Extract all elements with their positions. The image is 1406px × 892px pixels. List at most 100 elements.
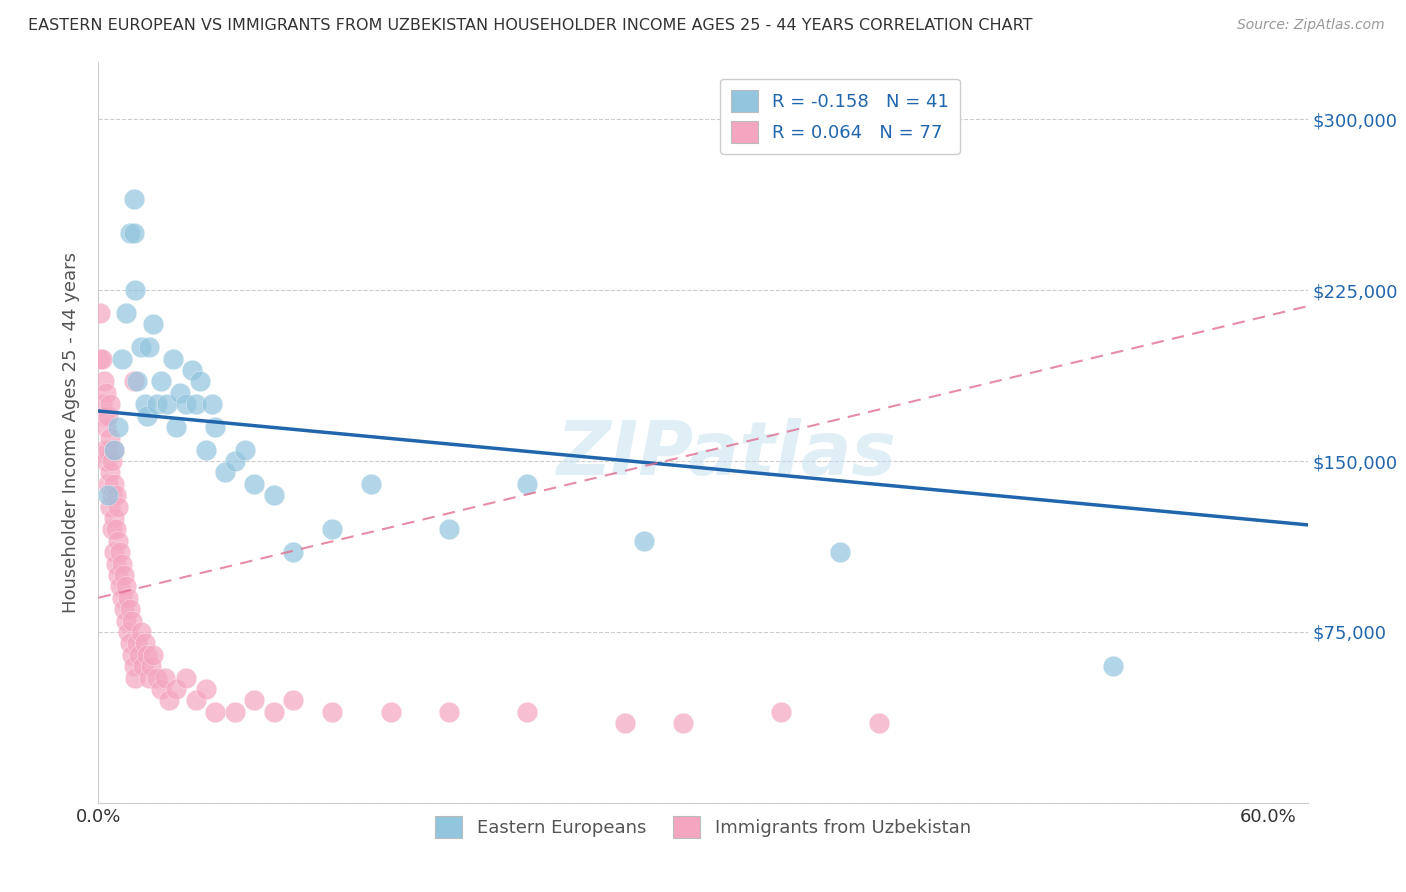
Point: [224, 705, 246, 719]
Point: [108, 579, 131, 593]
Point: [114, 579, 136, 593]
Point: [243, 476, 266, 491]
Point: [111, 351, 134, 366]
Point: [118, 636, 141, 650]
Point: [157, 693, 180, 707]
Point: [104, 557, 127, 571]
Point: [91, 397, 114, 411]
Point: [122, 227, 145, 241]
Point: [243, 693, 266, 707]
Point: [769, 705, 792, 719]
Point: [184, 693, 207, 707]
Point: [96, 385, 118, 400]
Point: [122, 375, 145, 389]
Point: [97, 476, 120, 491]
Point: [104, 488, 127, 502]
Point: [101, 523, 124, 537]
Point: [136, 409, 159, 423]
Point: [103, 442, 125, 457]
Point: [828, 545, 851, 559]
Point: [118, 602, 141, 616]
Point: [98, 500, 121, 514]
Point: [380, 705, 402, 719]
Point: [165, 681, 187, 696]
Legend: Eastern Europeans, Immigrants from Uzbekistan: Eastern Europeans, Immigrants from Uzbek…: [427, 809, 979, 846]
Point: [107, 568, 129, 582]
Point: [112, 602, 135, 616]
Text: Source: ZipAtlas.com: Source: ZipAtlas.com: [1237, 18, 1385, 32]
Point: [98, 431, 121, 445]
Point: [134, 636, 156, 650]
Point: [127, 636, 149, 650]
Point: [114, 614, 136, 628]
Point: [233, 442, 256, 457]
Y-axis label: Householder Income Ages 25 - 44 years: Householder Income Ages 25 - 44 years: [62, 252, 80, 613]
Point: [114, 306, 136, 320]
Point: [97, 488, 120, 502]
Point: [263, 488, 285, 502]
Point: [263, 705, 285, 719]
Point: [98, 397, 121, 411]
Point: [184, 397, 207, 411]
Point: [283, 693, 305, 707]
Point: [111, 591, 134, 605]
Point: [107, 420, 129, 434]
Point: [439, 705, 461, 719]
Point: [174, 397, 197, 411]
Point: [142, 648, 165, 662]
Point: [103, 442, 125, 457]
Point: [153, 671, 176, 685]
Point: [108, 545, 131, 559]
Point: [181, 363, 204, 377]
Point: [146, 397, 169, 411]
Point: [121, 648, 143, 662]
Point: [103, 476, 125, 491]
Point: [516, 705, 538, 719]
Text: ZIPatlas: ZIPatlas: [557, 418, 897, 491]
Point: [169, 385, 191, 400]
Point: [149, 375, 172, 389]
Point: [111, 557, 134, 571]
Point: [516, 476, 538, 491]
Point: [614, 716, 637, 731]
Point: [142, 318, 165, 332]
Point: [439, 523, 461, 537]
Point: [107, 500, 129, 514]
Point: [138, 671, 160, 685]
Point: [194, 681, 217, 696]
Point: [97, 442, 120, 457]
Point: [103, 545, 125, 559]
Point: [136, 648, 159, 662]
Point: [127, 375, 149, 389]
Point: [131, 340, 153, 354]
Point: [103, 511, 125, 525]
Point: [283, 545, 305, 559]
Point: [124, 283, 146, 297]
Point: [139, 659, 162, 673]
Point: [131, 624, 153, 639]
Point: [321, 705, 343, 719]
Point: [188, 375, 211, 389]
Point: [93, 409, 115, 423]
Point: [149, 681, 172, 696]
Point: [98, 466, 121, 480]
Point: [1101, 659, 1123, 673]
Point: [122, 192, 145, 206]
Point: [204, 705, 226, 719]
Point: [200, 397, 222, 411]
Point: [117, 591, 139, 605]
Point: [118, 227, 141, 241]
Point: [96, 420, 118, 434]
Point: [138, 340, 160, 354]
Point: [91, 351, 114, 366]
Point: [633, 533, 655, 548]
Point: [121, 614, 143, 628]
Point: [117, 624, 139, 639]
Point: [156, 397, 179, 411]
Point: [122, 659, 145, 673]
Text: EASTERN EUROPEAN VS IMMIGRANTS FROM UZBEKISTAN HOUSEHOLDER INCOME AGES 25 - 44 Y: EASTERN EUROPEAN VS IMMIGRANTS FROM UZBE…: [28, 18, 1032, 33]
Point: [204, 420, 226, 434]
Point: [321, 523, 343, 537]
Point: [360, 476, 382, 491]
Point: [868, 716, 890, 731]
